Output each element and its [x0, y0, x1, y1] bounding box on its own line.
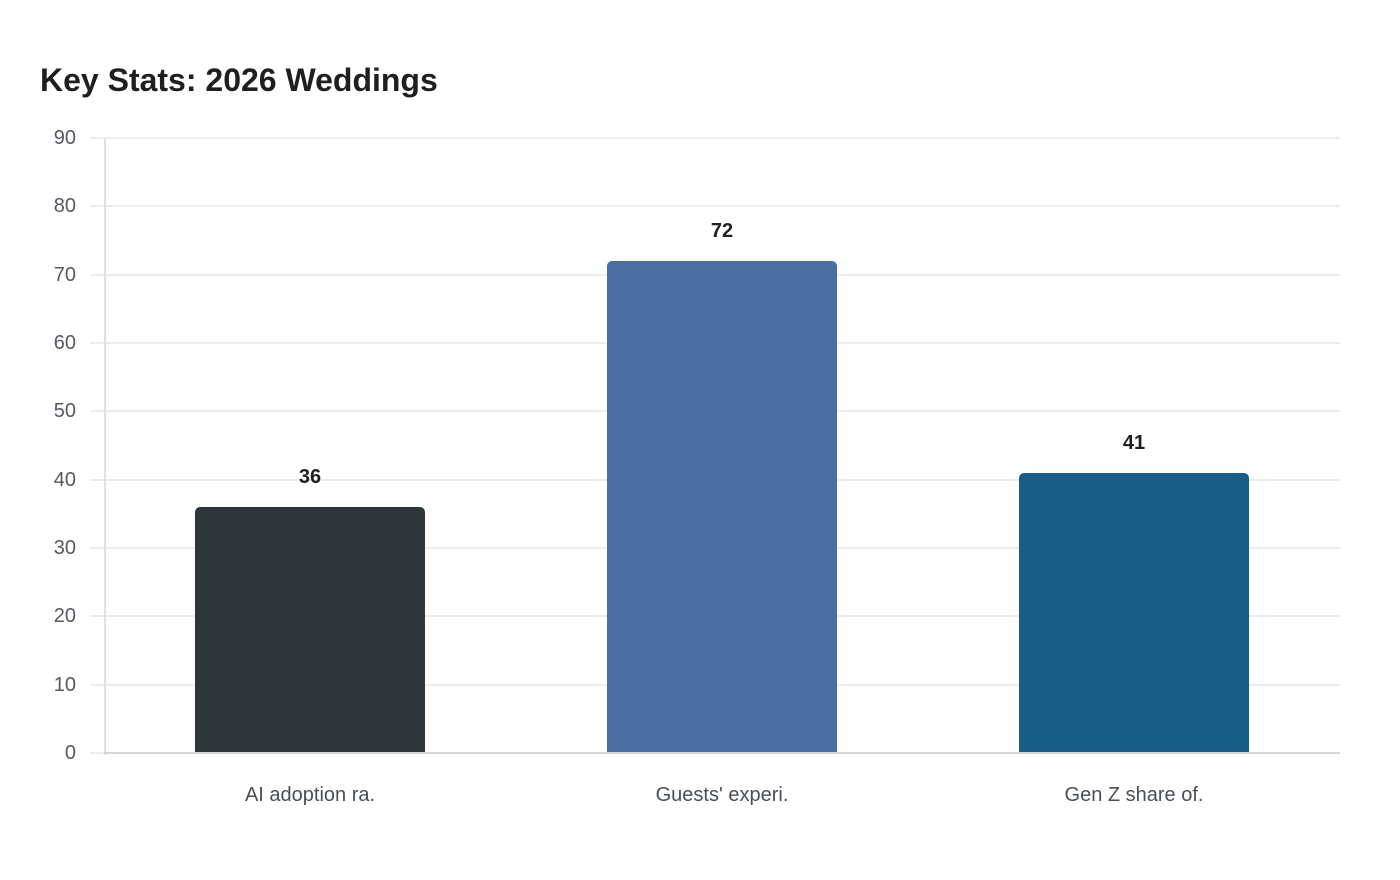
- x-tick-label: Gen Z share of.: [1064, 784, 1204, 806]
- y-axis-line: [104, 138, 106, 755]
- bar-value-label: 36: [298, 466, 322, 488]
- y-tick-label: 40: [53, 468, 76, 491]
- gridline: [90, 205, 1340, 208]
- y-tick-label: 0: [64, 742, 76, 764]
- y-tick-label: 30: [53, 537, 76, 559]
- bar-value-label: 72: [710, 220, 734, 242]
- bar-3[interactable]: [1019, 472, 1249, 753]
- bar-value-label: 41: [1122, 431, 1146, 454]
- y-tick-label: 50: [53, 400, 76, 423]
- plot-area: 36 72 41: [90, 137, 1340, 755]
- x-axis-line: [104, 752, 1340, 754]
- y-tick-label: 70: [53, 263, 76, 286]
- y-tick-label: 10: [53, 673, 76, 696]
- bar-1[interactable]: [195, 507, 425, 753]
- y-tick-label: 90: [53, 127, 76, 149]
- x-tick-label: Guests' experi.: [655, 784, 789, 806]
- gridline: [90, 752, 104, 754]
- gridline: [90, 137, 1340, 139]
- y-tick-label: 80: [53, 195, 76, 218]
- chart-title: Key Stats: 2026 Weddings: [40, 62, 438, 98]
- y-tick-label: 60: [53, 332, 76, 354]
- x-tick-label: AI adoption ra.: [244, 784, 376, 806]
- bar-2[interactable]: [607, 261, 837, 753]
- y-tick-label: 20: [53, 605, 76, 628]
